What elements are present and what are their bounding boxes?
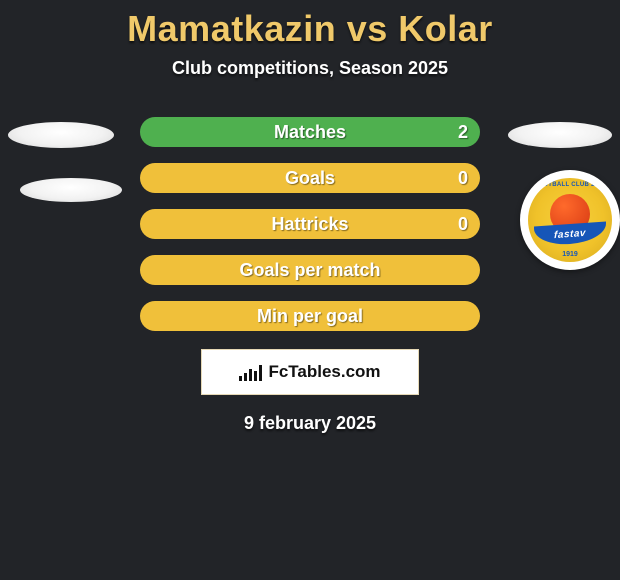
left-team-placeholder-1 bbox=[8, 122, 114, 148]
badge-swoosh: fastav bbox=[534, 221, 606, 246]
page-subtitle: Club competitions, Season 2025 bbox=[0, 58, 620, 79]
bar-segment bbox=[259, 365, 262, 381]
stat-row-matches: Matches 2 bbox=[140, 117, 480, 147]
stat-label: Goals per match bbox=[239, 260, 380, 281]
stat-label: Hattricks bbox=[271, 214, 348, 235]
stat-label: Matches bbox=[274, 122, 346, 143]
team-badge: FOOTBALL CLUB ZLIN fastav 1919 bbox=[520, 170, 620, 270]
footer-date: 9 february 2025 bbox=[0, 413, 620, 434]
badge-year: 1919 bbox=[528, 251, 612, 258]
bar-segment bbox=[254, 371, 257, 381]
comparison-card: Mamatkazin vs Kolar Club competitions, S… bbox=[0, 0, 620, 580]
stat-row-hattricks: Hattricks 0 bbox=[140, 209, 480, 239]
stat-label: Goals bbox=[285, 168, 335, 189]
brand-box[interactable]: FcTables.com bbox=[201, 349, 419, 395]
stat-row-min_per_goal: Min per goal bbox=[140, 301, 480, 331]
badge-swoosh-text: fastav bbox=[554, 227, 586, 240]
page-title: Mamatkazin vs Kolar bbox=[0, 0, 620, 50]
stat-row-goals: Goals 0 bbox=[140, 163, 480, 193]
bar-chart-icon bbox=[239, 363, 262, 381]
bar-segment bbox=[244, 373, 247, 381]
stat-label: Min per goal bbox=[257, 306, 363, 327]
stat-value-right: 0 bbox=[458, 209, 468, 239]
team-badge-inner: FOOTBALL CLUB ZLIN fastav 1919 bbox=[528, 178, 612, 262]
stat-row-goals_per_match: Goals per match bbox=[140, 255, 480, 285]
badge-top-text: FOOTBALL CLUB ZLIN bbox=[528, 182, 612, 188]
right-team-placeholder-1 bbox=[508, 122, 612, 148]
left-team-placeholder-2 bbox=[20, 178, 122, 202]
stat-value-right: 2 bbox=[458, 117, 468, 147]
bar-segment bbox=[249, 369, 252, 381]
stat-value-right: 0 bbox=[458, 163, 468, 193]
brand-text: FcTables.com bbox=[268, 362, 380, 382]
bar-segment bbox=[239, 376, 242, 381]
